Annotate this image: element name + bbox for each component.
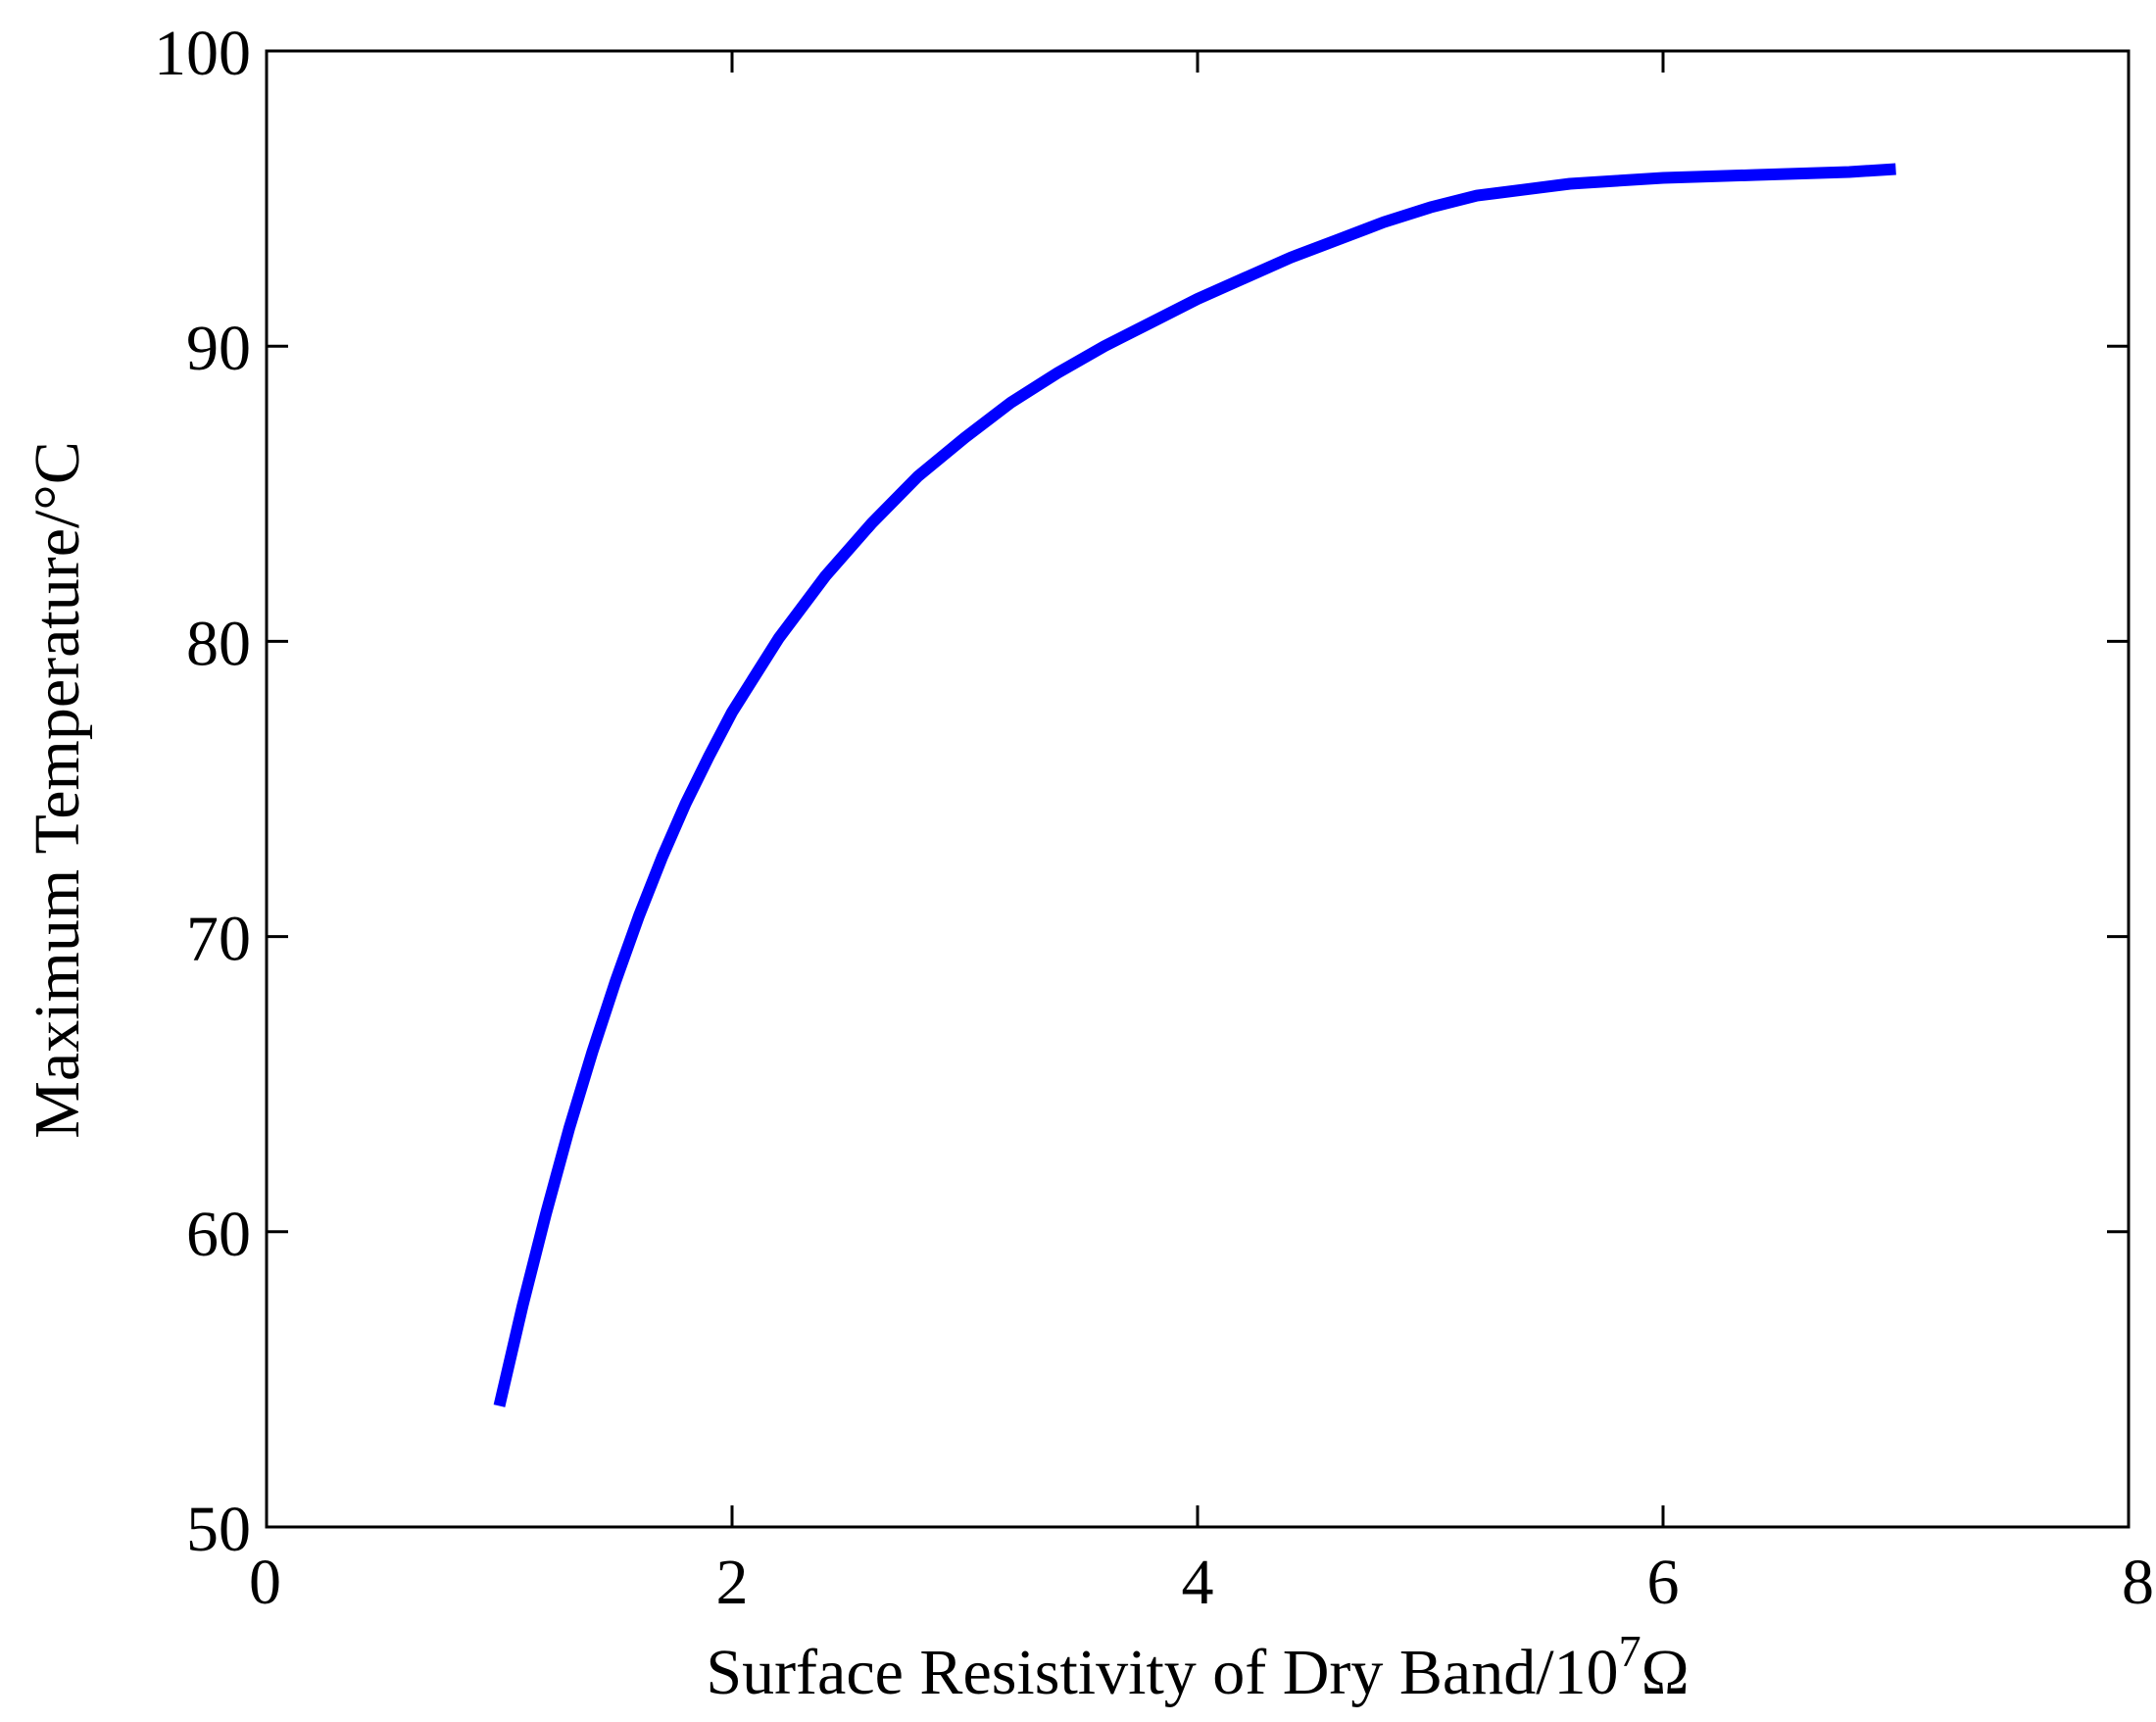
x-axis-label: Surface Resistivity of Dry Band/107Ω (706, 1626, 1689, 1708)
axis-ticks: 0 2 4 6 8 50 60 70 80 90 100 (154, 18, 2154, 1618)
plot-area (265, 49, 2131, 1529)
y-tick-label: 70 (186, 904, 251, 975)
x-tick-label: 2 (716, 1547, 749, 1618)
x-tick-label: 6 (1647, 1547, 1680, 1618)
y-tick-label: 60 (186, 1199, 251, 1270)
x-tick-label: 4 (1182, 1547, 1214, 1618)
x-tick-label: 8 (2122, 1547, 2154, 1618)
series-line (493, 163, 1896, 1407)
y-tick-label: 90 (186, 313, 251, 384)
series-group (493, 163, 1896, 1407)
y-axis-label: Maximum Temperature/°C (22, 441, 93, 1139)
y-tick-label: 80 (186, 608, 251, 679)
x-axis-label-superscript: 7 (1619, 1626, 1642, 1676)
x-axis-label-unit: Ω (1642, 1637, 1690, 1708)
x-tick-label: 0 (249, 1547, 281, 1618)
y-tick-label: 50 (186, 1494, 251, 1565)
y-tick-label: 100 (154, 18, 251, 89)
